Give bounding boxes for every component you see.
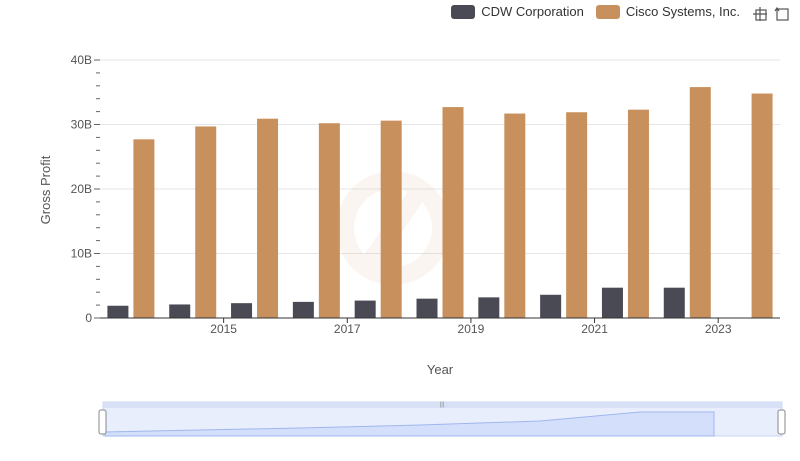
navigator-left-handle[interactable] xyxy=(98,409,107,435)
legend-swatch-cisco xyxy=(595,4,620,19)
bar-cdw-2021[interactable] xyxy=(540,294,562,318)
bar-cisco-2022[interactable] xyxy=(627,109,649,318)
bar-cisco-2015[interactable] xyxy=(195,126,217,318)
chart-toolbar xyxy=(752,6,790,22)
bar-cdw-2022[interactable] xyxy=(601,287,623,318)
y-tick-label: 10B xyxy=(71,247,92,261)
bar-cisco-2019[interactable] xyxy=(442,107,464,319)
legend-label-cisco: Cisco Systems, Inc. xyxy=(625,4,740,19)
bar-cisco-2016[interactable] xyxy=(257,118,279,318)
navigator-right-handle[interactable] xyxy=(777,409,786,435)
bars-group xyxy=(107,87,773,319)
x-tick-label: 2023 xyxy=(705,322,732,336)
bar-cisco-2017[interactable] xyxy=(318,123,340,319)
bar-cisco-2024[interactable] xyxy=(751,93,773,318)
chart-legend: CDW Corporation Cisco Systems, Inc. xyxy=(451,4,740,19)
y-axis-label: Gross Profit xyxy=(38,155,53,224)
bar-cisco-2020[interactable] xyxy=(504,113,526,318)
bar-cisco-2023[interactable] xyxy=(689,87,711,318)
navigator-grip[interactable]: ||| xyxy=(440,402,445,408)
range-navigator[interactable]: ||| xyxy=(98,401,786,437)
crosshair-zoom-icon[interactable] xyxy=(752,6,768,22)
bar-cdw-2015[interactable] xyxy=(169,304,191,318)
x-axis-label: Year xyxy=(427,362,454,377)
y-tick-label: 0 xyxy=(85,311,92,325)
bar-cdw-2019[interactable] xyxy=(416,298,438,318)
bar-cdw-2017[interactable] xyxy=(292,301,314,318)
x-tick-label: 2021 xyxy=(581,322,608,336)
y-tick-label: 30B xyxy=(71,118,92,132)
x-tick-label: 2019 xyxy=(458,322,485,336)
legend-item-cdw[interactable]: CDW Corporation xyxy=(451,4,584,19)
bar-cisco-2018[interactable] xyxy=(380,120,402,318)
y-tick-label: 40B xyxy=(71,53,92,67)
bar-cdw-2016[interactable] xyxy=(231,303,253,318)
bar-cdw-2018[interactable] xyxy=(354,300,376,318)
navigator-top-bar[interactable] xyxy=(103,402,782,408)
bar-cisco-2021[interactable] xyxy=(566,112,588,319)
x-tick-label: 2015 xyxy=(210,322,237,336)
y-axis: 0 10B 20B 30B 40B xyxy=(71,53,100,325)
legend-swatch-cdw xyxy=(451,4,476,19)
x-tick-label: 2017 xyxy=(334,322,361,336)
legend-item-cisco[interactable]: Cisco Systems, Inc. xyxy=(595,4,740,19)
reset-zoom-icon[interactable] xyxy=(774,6,790,22)
bar-cdw-2023[interactable] xyxy=(663,287,685,318)
bar-cisco-2014[interactable] xyxy=(133,139,155,318)
y-tick-label: 20B xyxy=(71,182,92,196)
bar-cdw-2014[interactable] xyxy=(107,305,129,318)
bar-cdw-2020[interactable] xyxy=(478,297,500,318)
navigator-series-area xyxy=(104,411,715,437)
x-axis: 2015 2017 2019 2021 2023 xyxy=(210,318,732,336)
legend-label-cdw: CDW Corporation xyxy=(481,4,584,19)
